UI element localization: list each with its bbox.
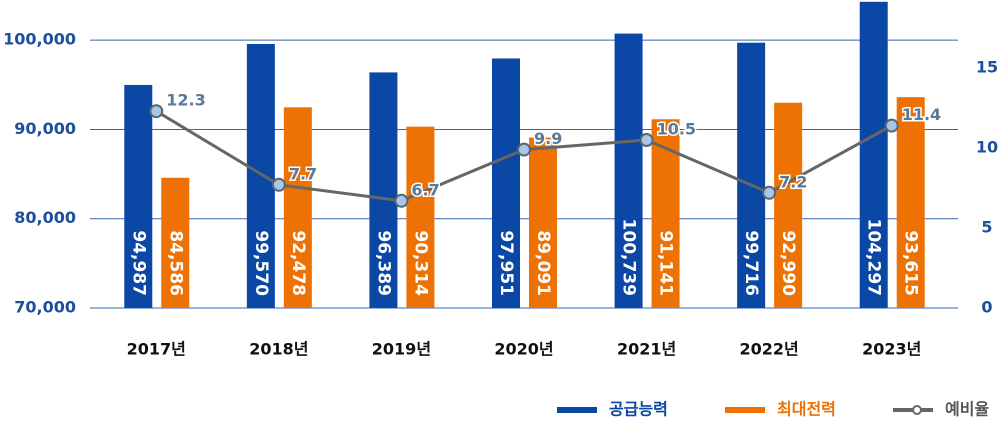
bar	[896, 97, 925, 308]
legend-label: 예비율	[945, 400, 989, 419]
bar-value-label: 92,990	[778, 230, 798, 296]
line-value-label: 12.3	[166, 91, 205, 110]
bar	[492, 58, 520, 309]
bar	[124, 84, 153, 309]
line-marker	[271, 177, 286, 192]
bar-value-label: 93,615	[901, 230, 921, 296]
y-tick-label: 90,000	[14, 119, 76, 138]
x-tick-label: 2020년	[494, 340, 553, 359]
x-tick-label: 2022년	[740, 340, 799, 359]
line-value-label: 6.7	[411, 180, 439, 199]
bar	[774, 102, 803, 308]
legend-label: 최대전력	[777, 400, 836, 419]
line-marker	[149, 104, 164, 119]
line-value-label: 7.7	[289, 164, 317, 183]
bar-value-label: 84,586	[165, 230, 185, 296]
x-tick-label: 2019년	[372, 340, 431, 359]
bar-value-label: 91,141	[656, 230, 676, 296]
bar-value-label: 99,570	[251, 230, 271, 296]
line-marker	[639, 133, 654, 147]
bar	[283, 107, 312, 308]
bar	[614, 33, 643, 308]
x-tick-label: 2023년	[862, 340, 921, 359]
bar-value-label: 100,739	[619, 219, 639, 296]
y-tick-label: 70,000	[14, 298, 76, 317]
y-tick-label: 80,000	[14, 208, 76, 227]
bar-value-label: 89,091	[533, 230, 553, 296]
bar-value-label: 99,716	[741, 230, 761, 296]
y-tick-label: 100,000	[3, 30, 76, 49]
line-marker	[517, 142, 531, 157]
line-value-label: 10.5	[657, 120, 696, 139]
bar	[161, 177, 190, 308]
y2-tick-label: 15	[976, 58, 998, 77]
bar	[369, 72, 398, 308]
line-marker	[394, 193, 409, 208]
bar-value-label: 97,951	[496, 230, 516, 296]
y2-tick-label: 10	[976, 138, 998, 157]
bar	[737, 42, 766, 309]
y2-tick-label: 0	[981, 298, 992, 317]
line-marker	[884, 118, 899, 133]
line-value-label: 11.4	[902, 105, 941, 124]
bar-value-label: 96,389	[373, 230, 393, 296]
x-tick-label: 2017년	[127, 340, 186, 359]
bar-value-label: 94,987	[128, 230, 148, 296]
bar	[859, 1, 888, 309]
legend-marker	[912, 405, 922, 415]
y2-tick-label: 5	[981, 218, 992, 237]
bar-value-label: 90,314	[410, 230, 430, 296]
line-marker	[762, 185, 777, 200]
line-value-label: 7.2	[779, 172, 807, 191]
bar	[406, 126, 435, 308]
bar-value-label: 92,478	[288, 230, 308, 296]
line-value-label: 9.9	[534, 129, 562, 148]
bar-value-label: 104,297	[864, 219, 884, 296]
x-tick-label: 2018년	[249, 340, 308, 359]
x-tick-label: 2021년	[617, 340, 676, 359]
bar	[529, 137, 557, 308]
bar	[246, 44, 275, 308]
legend-label: 공급능력	[609, 400, 668, 419]
